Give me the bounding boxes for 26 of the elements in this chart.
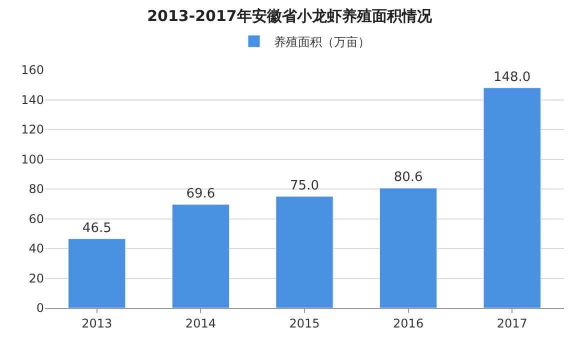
y-tick-label: 80 (28, 182, 44, 196)
data-label: 148.0 (493, 70, 531, 85)
chart-title: 2013-2017年安徽省小龙虾养殖面积情况 (147, 6, 433, 25)
data-label: 80.6 (394, 170, 423, 186)
x-tick-label: 2016 (393, 316, 424, 330)
bar (68, 238, 126, 308)
y-tick-label: 0 (36, 301, 44, 316)
y-tick-label: 20 (28, 271, 44, 286)
x-tick-label: 2015 (289, 316, 320, 330)
y-tick-label: 160 (21, 63, 44, 78)
legend-label: 养殖面积（万亩） (274, 34, 370, 49)
data-label: 75.0 (290, 178, 319, 194)
y-tick-label: 100 (21, 152, 44, 166)
bar (483, 88, 541, 308)
x-tick-label: 2013 (82, 316, 112, 330)
y-tick-label: 140 (21, 92, 44, 107)
data-label: 46.5 (82, 220, 112, 236)
x-tick-label: 2014 (185, 316, 216, 330)
y-tick-label: 40 (28, 242, 44, 256)
bar (380, 188, 438, 308)
y-tick-label: 120 (21, 122, 44, 137)
bar (172, 204, 230, 308)
y-tick-label: 60 (28, 212, 44, 226)
x-tick-label: 2017 (496, 316, 528, 330)
data-label: 69.6 (186, 186, 216, 202)
bar (276, 196, 334, 308)
